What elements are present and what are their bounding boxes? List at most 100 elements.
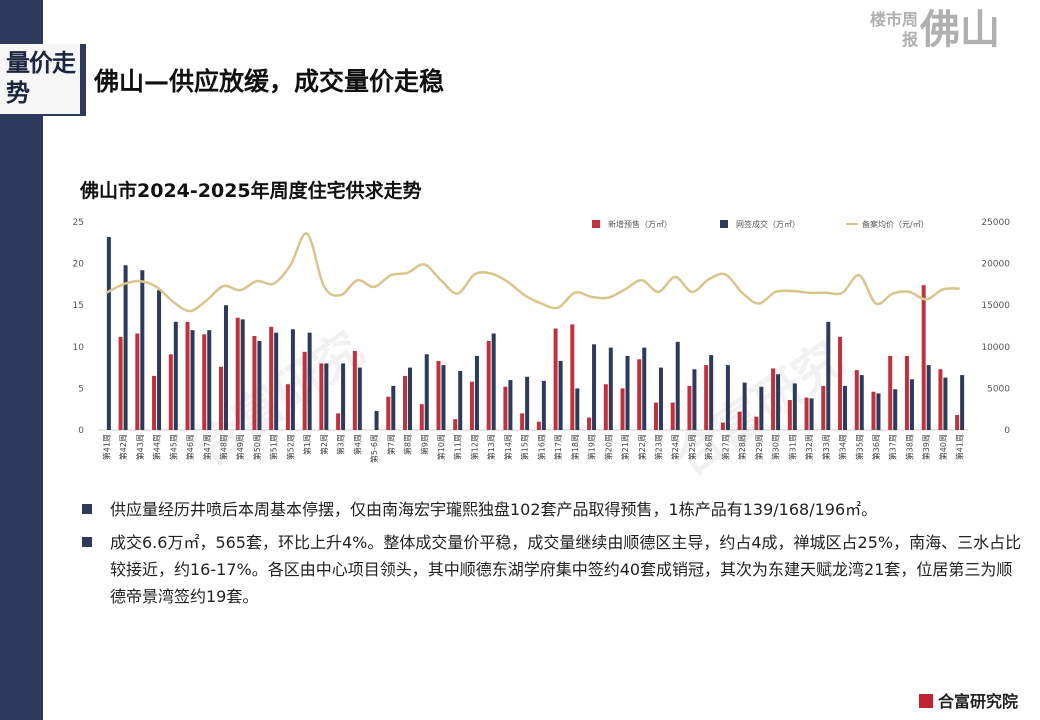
x-tick-label: 第5-6周	[369, 434, 379, 463]
x-tick-label: 第45周	[168, 434, 178, 460]
bar-online-deal	[157, 290, 162, 430]
x-tick-label: 第49周	[235, 434, 245, 460]
bar-online-deal	[357, 367, 362, 430]
x-tick-label: 第26周	[704, 434, 714, 460]
x-tick-label: 第22周	[637, 434, 647, 460]
bar-online-deal	[926, 365, 931, 430]
bar-online-deal	[792, 383, 797, 430]
bar-new-presale	[536, 421, 541, 430]
bar-new-presale	[754, 416, 759, 430]
left-axis: 0 5 10 15 20 25	[73, 218, 968, 436]
bar-online-deal	[592, 344, 597, 430]
bar-new-presale	[771, 368, 776, 430]
bar-new-presale	[403, 375, 408, 430]
left-tick-label: 15	[73, 301, 84, 311]
logo-text: 合富研究院	[937, 692, 1018, 711]
bar-online-deal	[474, 355, 479, 430]
x-tick-label: 第3周	[336, 434, 346, 455]
bar-online-deal	[943, 377, 948, 430]
right-tick-label: 0	[1004, 426, 1010, 436]
bar-new-presale	[787, 400, 792, 430]
x-tick-label: 第51周	[269, 434, 279, 460]
bar-online-deal	[307, 332, 312, 430]
page-title: 佛山—供应放缓，成交量价走稳	[94, 67, 445, 96]
bar-online-deal	[424, 354, 429, 430]
footer-logo: 合富研究院	[918, 688, 1018, 712]
bar-new-presale	[821, 385, 826, 430]
left-side-bar	[0, 0, 43, 720]
bar-online-deal	[759, 386, 764, 430]
left-tick-label: 5	[78, 384, 84, 394]
x-tick-label: 第50周	[252, 434, 262, 460]
bar-new-presale	[469, 381, 474, 430]
x-tick-label: 第32周	[804, 434, 814, 460]
bar-online-deal	[742, 382, 747, 430]
bar-online-deal	[274, 332, 279, 430]
x-tick-label: 第1周	[302, 434, 312, 455]
x-tick-label: 第41周	[955, 434, 965, 460]
bar-online-deal	[341, 363, 346, 430]
bar-new-presale	[921, 285, 926, 430]
logo-mark-icon	[918, 694, 933, 708]
left-tick-label: 20	[73, 260, 85, 270]
bar-new-presale	[336, 413, 341, 430]
bar-new-presale	[871, 391, 876, 430]
bar-online-deal	[106, 236, 111, 430]
section-tag: 量价走势	[0, 44, 86, 116]
x-tick-label: 第48周	[218, 434, 228, 460]
x-tick-label: 第14周	[503, 434, 513, 460]
bar-new-presale	[436, 360, 441, 430]
bar-online-deal	[257, 340, 262, 430]
x-tick-label: 第9周	[419, 434, 429, 455]
x-tick-label: 第13周	[486, 434, 496, 460]
bar-new-presale	[888, 355, 893, 430]
right-tick-label: 20000	[981, 260, 1010, 270]
bar-new-presale	[653, 402, 658, 430]
left-tick-label: 25	[73, 218, 84, 228]
bar-new-presale	[737, 411, 742, 430]
x-tick-label: 第28周	[737, 434, 747, 460]
bar-online-deal	[240, 319, 245, 430]
x-tick-label: 第25周	[687, 434, 697, 460]
x-tick-label: 第46周	[185, 434, 195, 460]
bar-online-deal	[675, 341, 680, 430]
bar-new-presale	[838, 336, 843, 430]
x-tick-label: 第21周	[620, 434, 630, 460]
bar-new-presale	[603, 384, 608, 430]
bar-new-presale	[503, 386, 508, 430]
x-tick-label: 第30周	[771, 434, 781, 460]
supply-demand-chart: 0 5 10 15 20 25 0 5000 10000 15000 20000 25000 第41…	[73, 218, 1010, 463]
bar-online-deal	[190, 330, 195, 430]
bar-new-presale	[285, 384, 290, 430]
x-tick-label: 第17周	[553, 434, 563, 460]
x-tick-label: 第42周	[118, 434, 128, 460]
bar-new-presale	[118, 336, 123, 430]
brand-logo: 楼市周报 佛山	[868, 6, 1020, 54]
legend-label: 新增预售（万㎡）	[608, 219, 672, 229]
bar-new-presale	[386, 396, 391, 430]
x-tick-label: 第7周	[386, 434, 396, 455]
bar-online-deal	[859, 375, 864, 430]
bar-online-deal	[223, 305, 228, 430]
x-axis-labels: 第41周 第42周 第43周 第44周 第45周 第46周 第47周 第48周 第49周 第50周…	[101, 434, 964, 463]
bar-new-presale	[620, 388, 625, 430]
bar-new-presale	[938, 369, 943, 430]
bar-online-deal	[525, 376, 530, 430]
bar-online-deal	[458, 370, 463, 430]
bar-new-presale	[804, 397, 809, 430]
right-tick-label: 10000	[981, 343, 1010, 353]
bar-new-presale	[218, 366, 223, 430]
x-tick-label: 第33周	[821, 434, 831, 460]
bar-online-deal	[508, 380, 513, 430]
bar-online-deal	[709, 355, 714, 430]
bar-new-presale	[955, 415, 960, 430]
x-tick-label: 第4周	[352, 434, 362, 455]
bar-online-deal	[876, 393, 881, 430]
bar-online-deal	[374, 410, 379, 430]
bar-online-deal	[909, 379, 914, 430]
bar-new-presale	[302, 351, 307, 430]
bar-new-presale	[152, 375, 157, 430]
x-tick-label: 第31周	[787, 434, 797, 460]
bar-new-presale	[670, 402, 675, 430]
x-tick-label: 第23周	[653, 434, 663, 460]
